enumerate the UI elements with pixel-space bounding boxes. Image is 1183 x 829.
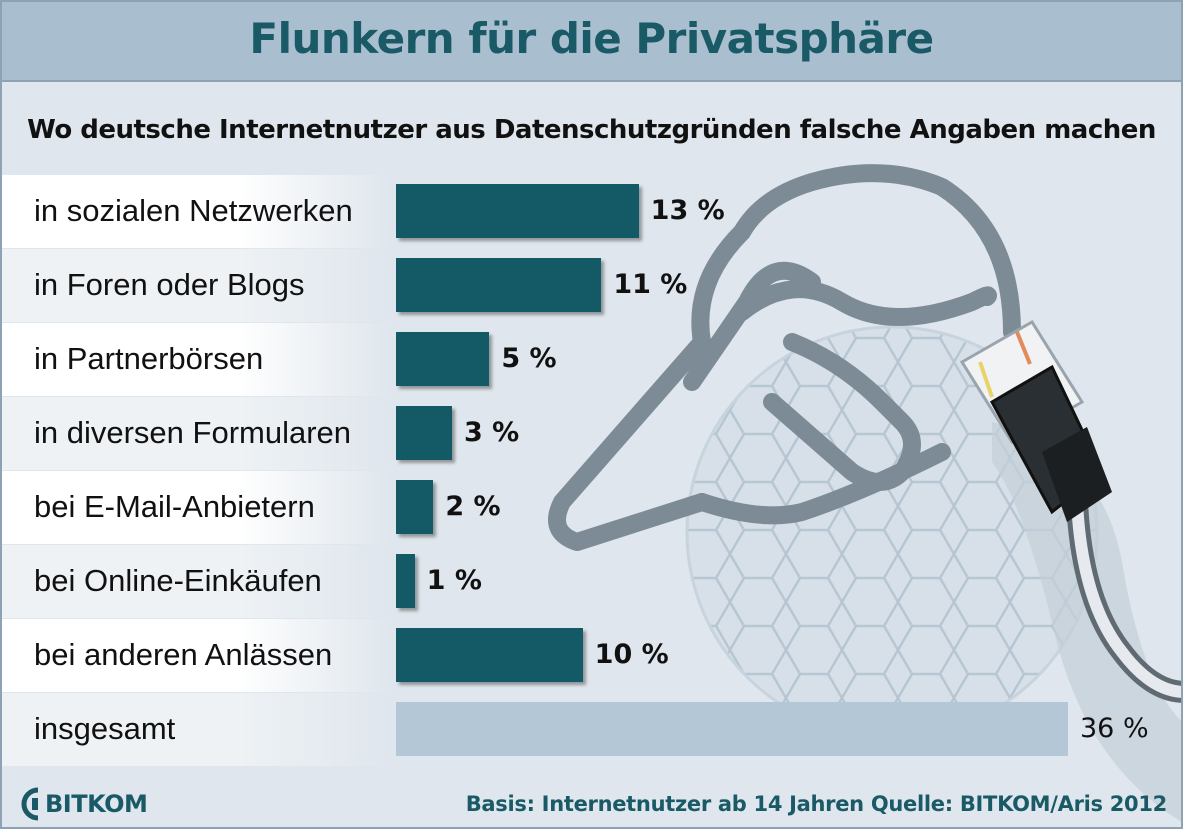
- value-label: 13 %: [650, 195, 725, 226]
- category-label: in Foren oder Blogs: [34, 267, 305, 302]
- category-label: in sozialen Netzwerken: [34, 193, 353, 228]
- data-bar: [396, 628, 583, 682]
- data-bar: [396, 554, 415, 608]
- category-label: in Partnerbörsen: [34, 341, 264, 376]
- network-plug-icon: [959, 319, 1112, 522]
- category-label: bei Online-Einkäufen: [34, 563, 322, 598]
- row-band: [2, 323, 392, 396]
- chart-title: Flunkern für die Privatsphäre: [249, 14, 934, 63]
- data-bar: [396, 332, 490, 386]
- value-label: 1 %: [426, 565, 482, 596]
- row-band: [2, 397, 392, 470]
- value-label: 3 %: [464, 417, 520, 448]
- category-label: in diversen Formularen: [34, 415, 352, 450]
- value-label: 11 %: [613, 269, 688, 300]
- value-label: 2 %: [445, 491, 501, 522]
- category-label: bei E-Mail-Anbietern: [34, 489, 315, 524]
- value-label: 10 %: [594, 639, 669, 670]
- value-label: 36 %: [1080, 713, 1149, 744]
- category-label: bei anderen Anlässen: [34, 637, 333, 672]
- data-bar: [396, 184, 639, 238]
- total-bar: [396, 702, 1068, 756]
- hand-icon: [548, 164, 1021, 551]
- source-note: Basis: Internetnutzer ab 14 Jahren Quell…: [465, 792, 1168, 816]
- title-bar: [2, 2, 1181, 82]
- row-band: [2, 619, 392, 692]
- row-band: [2, 175, 392, 248]
- row-band: [2, 471, 392, 544]
- value-label: 5 %: [501, 343, 557, 374]
- row-band: [2, 693, 392, 766]
- logo-text: BITKOM: [45, 790, 148, 818]
- data-bar: [396, 480, 434, 534]
- row-band: [2, 249, 392, 322]
- data-bar: [396, 406, 452, 460]
- row-band: [2, 545, 392, 618]
- chart-subtitle: Wo deutsche Internetnutzer aus Datenschu…: [27, 115, 1156, 145]
- data-bar: [396, 258, 602, 312]
- bitkom-logo-icon: [21, 787, 39, 821]
- category-label: insgesamt: [34, 711, 176, 746]
